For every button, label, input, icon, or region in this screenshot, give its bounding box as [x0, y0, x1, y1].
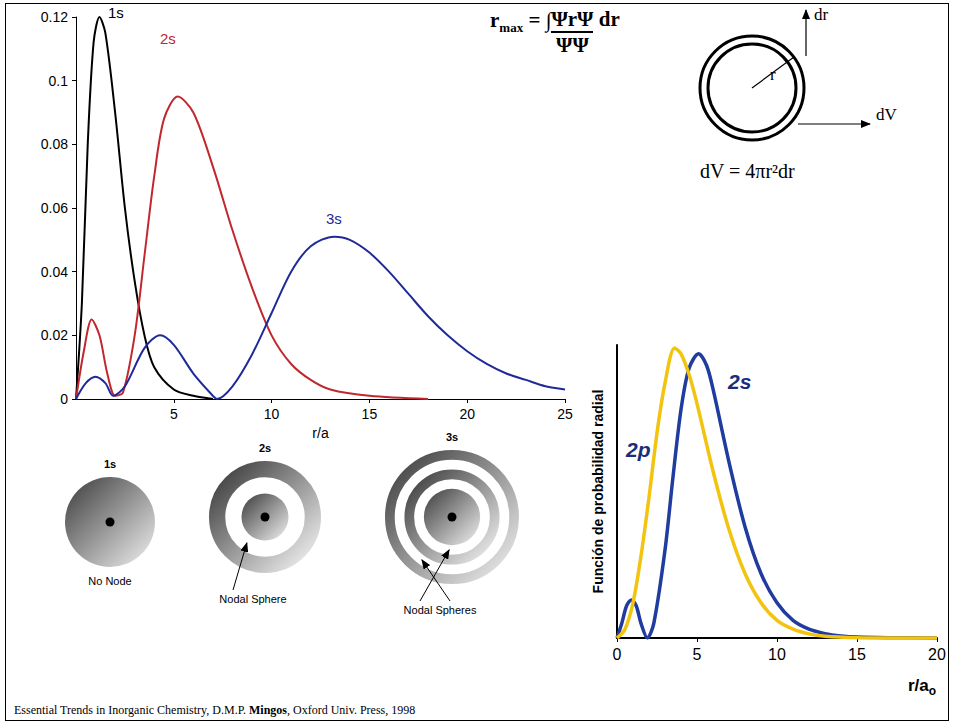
html-text:2s: 2s: [160, 30, 176, 47]
html-text:rmax= ∫ ΨrΨ: rmax= ∫ ΨrΨ: [490, 7, 594, 36]
svg-text:Nodal Sphere: Nodal Sphere: [219, 593, 286, 605]
html-text:3s: 3s: [326, 210, 342, 227]
svg-text:dV = 4πr²dr: dV = 4πr²dr: [700, 160, 795, 182]
svg-text:10: 10: [264, 406, 280, 422]
svg-text:0.04: 0.04: [41, 264, 68, 280]
svg-text:15: 15: [848, 646, 866, 663]
html-text:2s: 2s: [728, 370, 752, 393]
svg-text:r/a: r/a: [312, 425, 329, 441]
svg-text:25: 25: [557, 406, 573, 422]
svg-text:Función de probabilidad radial: Función de probabilidad radial: [590, 390, 606, 594]
svg-text:3s: 3s: [446, 431, 458, 443]
html-text:2p: 2p: [626, 438, 651, 461]
svg-text:0: 0: [60, 391, 68, 407]
svg-text:dV: dV: [876, 105, 898, 124]
html-text:dr: dr: [593, 7, 620, 31]
svg-text:5: 5: [693, 646, 702, 663]
svg-text:5: 5: [170, 406, 178, 422]
svg-text:No Node: No Node: [88, 575, 131, 587]
html-text:1s: 1s: [108, 4, 124, 21]
svg-text:2s: 2s: [259, 442, 271, 454]
svg-text:Nodal Spheres: Nodal Spheres: [404, 604, 477, 616]
svg-text:0.08: 0.08: [41, 136, 68, 152]
svg-text:1s: 1s: [104, 458, 116, 470]
html-text:r/ao: r/ao: [908, 676, 937, 699]
svg-text:0.1: 0.1: [49, 73, 69, 89]
svg-text:0: 0: [613, 646, 622, 663]
svg-text:r: r: [770, 65, 776, 84]
svg-text:dr: dr: [814, 5, 829, 24]
svg-text:15: 15: [362, 406, 378, 422]
svg-text:0.12: 0.12: [41, 9, 68, 25]
svg-text:20: 20: [928, 646, 946, 663]
svg-text:0.06: 0.06: [41, 200, 68, 216]
svg-text:20: 20: [459, 406, 475, 422]
svg-text:0.02: 0.02: [41, 327, 68, 343]
html-text:Essential Trends in Inorganic: Essential Trends in Inorganic Chemistry,…: [14, 703, 416, 717]
html-text:ΨΨ: ΨΨ: [556, 33, 589, 57]
svg-text:10: 10: [768, 646, 786, 663]
